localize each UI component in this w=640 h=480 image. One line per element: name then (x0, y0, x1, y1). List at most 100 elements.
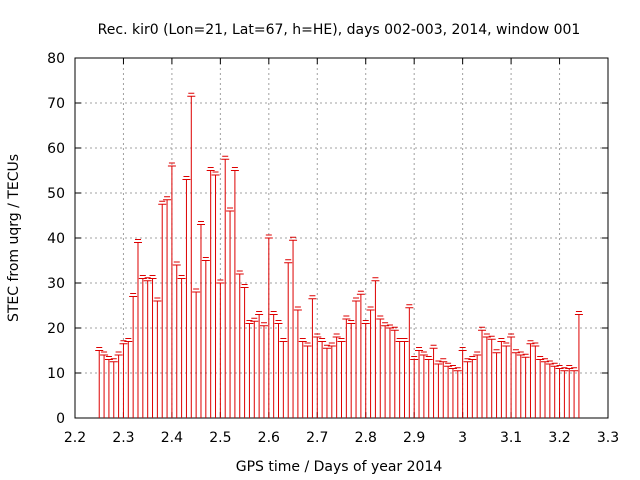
data-point (303, 342, 312, 418)
data-point (531, 342, 540, 418)
y-tick-label: 0 (56, 411, 65, 427)
data-point (463, 358, 472, 418)
data-point (124, 338, 133, 418)
data-point (390, 326, 399, 418)
data-point (395, 338, 404, 418)
data-point (560, 367, 569, 418)
data-point (400, 338, 409, 418)
data-point (158, 200, 167, 418)
chart-title: Rec. kir0 (Lon=21, Lat=67, h=HE), days 0… (98, 22, 581, 38)
x-tick-label: 2.8 (355, 430, 377, 446)
data-point (444, 362, 453, 418)
data-point (555, 365, 564, 418)
x-tick-label: 2.4 (161, 430, 183, 446)
data-point (284, 259, 293, 418)
data-point (133, 239, 142, 418)
data-point (521, 353, 530, 418)
y-axis-label: STEC from uqrg / TECUs (6, 154, 22, 322)
data-point (250, 317, 259, 418)
data-point (269, 311, 278, 418)
data-point (206, 167, 215, 418)
data-series (95, 92, 583, 418)
data-point (419, 351, 428, 418)
data-point (298, 338, 307, 418)
data-point (342, 315, 351, 418)
data-point (138, 275, 147, 418)
data-point (574, 311, 583, 418)
y-tick-label: 10 (47, 366, 65, 382)
data-point (235, 270, 244, 418)
x-tick-label: 3 (458, 430, 467, 446)
axis-ticks: 2.2 2.3 2.4 2.5 2.6 2.7 2.8 2.9 3 3.1 3.2 3.3 0 10 20 3… (47, 51, 619, 446)
data-point (347, 320, 356, 418)
y-tick-label: 60 (47, 141, 65, 157)
data-point (337, 338, 346, 418)
y-tick-label: 50 (47, 186, 65, 202)
data-point (526, 340, 535, 418)
data-point (318, 338, 327, 418)
data-point (478, 326, 487, 418)
data-point (473, 351, 482, 418)
x-tick-label: 2.6 (258, 430, 280, 446)
y-tick-label: 40 (47, 231, 65, 247)
data-point (429, 344, 438, 418)
y-tick-label: 80 (47, 51, 65, 67)
data-point (216, 279, 225, 418)
data-point (545, 360, 554, 418)
data-point (255, 311, 264, 418)
data-point (366, 306, 375, 418)
data-point (356, 290, 365, 418)
data-point (143, 277, 152, 418)
y-tick-label: 70 (47, 96, 65, 112)
data-point (448, 365, 457, 418)
data-point (221, 155, 230, 418)
data-point (211, 171, 220, 418)
data-point (516, 351, 525, 418)
data-point (502, 342, 511, 418)
data-point (264, 234, 273, 418)
data-point (196, 221, 205, 418)
data-point (458, 347, 467, 418)
data-point (153, 297, 162, 418)
x-tick-label: 3.3 (597, 430, 619, 446)
x-tick-label: 2.5 (209, 430, 231, 446)
data-point (201, 257, 210, 418)
data-point (259, 322, 268, 418)
data-point (570, 367, 579, 418)
data-point (293, 306, 302, 418)
data-point (327, 342, 336, 418)
data-point (230, 167, 239, 418)
data-point (313, 333, 322, 418)
data-point (424, 356, 433, 418)
data-point (182, 176, 191, 418)
data-point (507, 333, 516, 418)
data-point (240, 284, 249, 418)
data-point (289, 236, 298, 418)
data-point (245, 320, 254, 418)
x-axis-label: GPS time / Days of year 2014 (236, 459, 443, 475)
data-point (172, 261, 181, 418)
data-point (482, 333, 491, 418)
x-tick-label: 2.3 (112, 430, 134, 446)
data-point (322, 344, 331, 418)
data-point (361, 320, 370, 418)
data-point (104, 356, 113, 418)
data-point (415, 347, 424, 418)
data-point (167, 162, 176, 418)
x-tick-label: 3.1 (500, 430, 522, 446)
data-point (177, 275, 186, 418)
data-point (274, 320, 283, 418)
data-point (279, 338, 288, 418)
data-point (487, 335, 496, 418)
data-point (371, 277, 380, 418)
data-point (187, 92, 196, 418)
data-point (114, 351, 123, 418)
data-point (109, 358, 118, 418)
data-point (492, 349, 501, 418)
data-point (332, 333, 341, 418)
data-point (95, 347, 104, 418)
data-point (410, 356, 419, 418)
x-tick-label: 2.9 (403, 430, 425, 446)
y-tick-label: 30 (47, 276, 65, 292)
